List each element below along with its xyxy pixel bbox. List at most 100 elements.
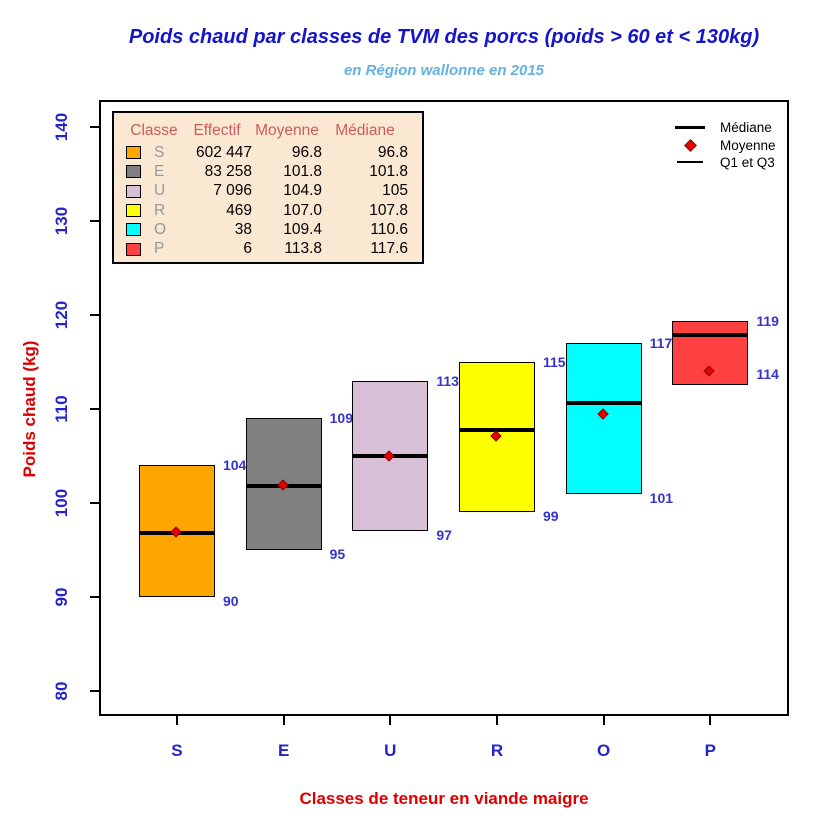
x-tick <box>709 716 712 725</box>
effectif-E: 83 258 <box>204 162 252 180</box>
q3-label-R: 115 <box>542 354 566 370</box>
q3-label-S: 104 <box>222 457 247 474</box>
legend-item-quartile-line: Q1 et Q3 <box>668 154 776 171</box>
x-category-label: S <box>171 741 183 760</box>
stats-table-rows: S 602 447 96.8 96.8 E 83 258 101.8 101.8 U 7 096 1… <box>126 143 408 259</box>
x-axis-title: Classes de teneur en viande maigre <box>299 789 589 808</box>
chart-subtitle: en Région wallonne en 2015 <box>343 62 545 79</box>
x-tick <box>602 716 605 725</box>
x-tick <box>389 716 392 725</box>
x-category-label: U <box>384 741 397 760</box>
effectif-U: 7 096 <box>213 182 252 200</box>
mediane-P: 117.6 <box>370 240 408 258</box>
stats-row-E: E 83 258 101.8 101.8 <box>126 162 408 181</box>
class-letter-U: U <box>154 182 166 200</box>
x-category-label: R <box>490 741 504 760</box>
y-tick <box>90 690 99 692</box>
q1-label-O: 101 <box>649 489 674 506</box>
mediane-U: 105 <box>382 182 408 200</box>
x-tick <box>175 716 178 725</box>
q1-label-P: 114 <box>756 366 779 383</box>
stats-classe-cell-O: O <box>126 221 182 239</box>
y-axis-title: Poids chaud (kg) <box>20 340 39 478</box>
legend-item-mean-diamond: Moyenne <box>668 136 776 153</box>
q1-label-E: 95 <box>329 546 346 562</box>
class-letter-S: S <box>154 143 165 161</box>
class-letter-E: E <box>154 162 165 180</box>
mean-diamond-icon <box>683 138 697 152</box>
moyenne-R: 107.0 <box>283 201 322 219</box>
moyenne-U: 104.9 <box>283 182 322 200</box>
legend-symbol-cell <box>668 126 712 130</box>
color-swatch-S <box>126 146 141 160</box>
plot-legend: Médiane Moyenne Q1 et Q3 <box>668 119 776 171</box>
mediane-O: 110.6 <box>370 220 408 238</box>
stats-header-classe: Classe <box>130 121 178 139</box>
stats-classe-cell-U: U <box>126 182 182 200</box>
mediane-S: 96.8 <box>377 143 408 161</box>
legend-label: Médiane <box>720 120 772 136</box>
stats-classe-cell-S: S <box>126 144 182 162</box>
stats-header-mediane: Médiane <box>335 121 395 139</box>
stats-row-O: O 38 109.4 110.6 <box>126 220 408 239</box>
chart-title: Poids chaud par classes de TVM des porcs… <box>128 26 760 48</box>
y-tick <box>90 126 99 128</box>
q1-label-U: 97 <box>436 527 452 544</box>
class-letter-P: P <box>154 240 165 258</box>
moyenne-E: 101.8 <box>283 162 322 180</box>
median-line-R <box>458 427 535 432</box>
x-category-label: O <box>597 741 611 760</box>
legend-label: Moyenne <box>720 137 776 153</box>
stats-row-P: P 6 113.8 117.6 <box>126 239 408 258</box>
y-tick <box>90 220 99 222</box>
median-line-P <box>672 332 749 337</box>
legend-symbol-cell <box>668 161 712 164</box>
x-category-label: E <box>277 741 290 760</box>
color-swatch-R <box>126 204 141 218</box>
class-letter-O: O <box>154 220 167 238</box>
q1-label-S: 90 <box>222 593 239 609</box>
q3-label-E: 109 <box>329 410 353 427</box>
median-line-O <box>565 401 642 406</box>
color-swatch-P <box>126 242 141 256</box>
mediane-R: 107.8 <box>369 201 408 219</box>
q3-label-U: 113 <box>436 372 459 389</box>
stats-row-R: R 469 107.0 107.8 <box>126 201 408 220</box>
stats-table: Classe Effectif Moyenne Médiane S 602 447… <box>112 111 424 264</box>
effectif-S: 602 447 <box>195 143 252 161</box>
effectif-O: 38 <box>234 220 252 238</box>
mediane-E: 101.8 <box>369 162 408 180</box>
q3-label-P: 119 <box>756 312 779 329</box>
effectif-R: 469 <box>226 201 252 219</box>
effectif-P: 6 <box>243 240 252 258</box>
stats-classe-cell-E: E <box>126 163 182 181</box>
moyenne-S: 96.8 <box>291 143 322 161</box>
color-swatch-E <box>126 165 141 179</box>
stats-header-effectif: Effectif <box>193 121 241 139</box>
x-tick <box>495 716 498 725</box>
moyenne-P: 113.8 <box>284 240 322 258</box>
y-tick <box>90 502 99 504</box>
quartile-line-icon <box>677 161 703 164</box>
stats-row-U: U 7 096 104.9 105 <box>126 182 408 201</box>
class-letter-R: R <box>154 201 166 219</box>
stats-classe-cell-R: R <box>126 202 182 220</box>
x-category-label: P <box>704 741 716 760</box>
y-tick <box>90 596 99 598</box>
stats-classe-cell-P: P <box>126 240 182 258</box>
y-tick <box>90 408 99 410</box>
color-swatch-U <box>126 184 141 198</box>
q3-label-O: 117 <box>649 335 673 352</box>
color-swatch-O <box>126 223 141 237</box>
median-line-icon <box>675 126 705 130</box>
q1-label-R: 99 <box>542 508 559 525</box>
stats-row-S: S 602 447 96.8 96.8 <box>126 143 408 162</box>
y-tick <box>90 314 99 316</box>
moyenne-O: 109.4 <box>283 220 322 238</box>
stats-table-header: Classe Effectif Moyenne Médiane <box>126 118 408 143</box>
legend-symbol-cell <box>668 138 712 152</box>
x-tick <box>282 716 285 725</box>
